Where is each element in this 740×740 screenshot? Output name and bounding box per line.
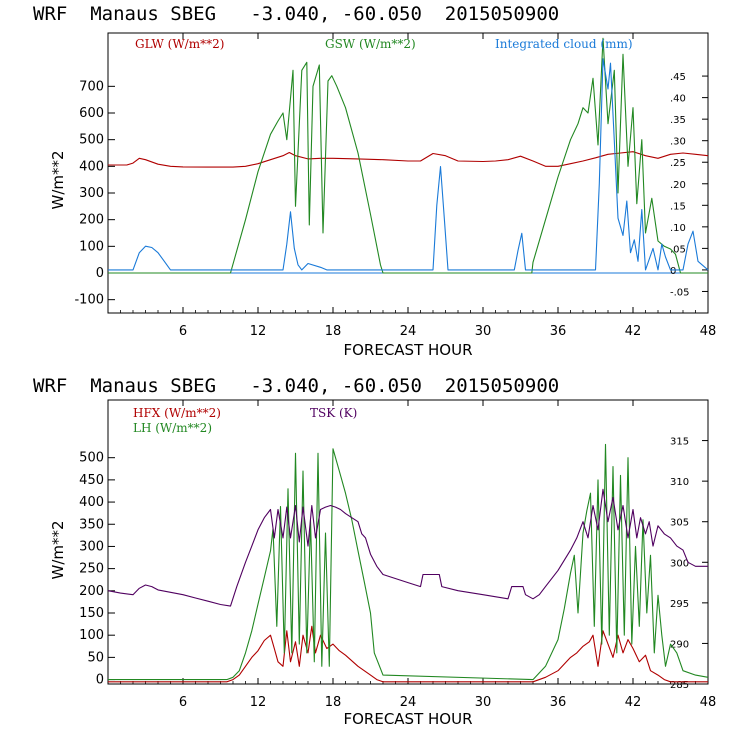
bottom-x-tick-label: 36 <box>550 695 567 710</box>
series-line-gsw <box>108 37 708 274</box>
top-x-tick-label: 12 <box>250 324 267 339</box>
bottom-right-tick-label: 290 <box>670 639 689 650</box>
bottom-y-tick-label: 100 <box>79 628 104 643</box>
bottom-series-group <box>107 443 709 683</box>
top-right-ticks: -.05 0 .05 .10 .15 .20 .25 .30 .35 .40 .45 <box>670 72 708 298</box>
top-right-tick-label: .40 <box>670 94 686 105</box>
legend-hfx: HFX (W/m**2) <box>133 406 221 420</box>
series-line-glw <box>108 151 709 168</box>
bottom-x-tick-label: 18 <box>325 695 342 710</box>
bottom-x-tick-label: 48 <box>700 695 717 710</box>
bottom-x-tick-label: 30 <box>475 695 492 710</box>
top-chart-title: WRF Manaus SBEG -3.040, -60.050 20150509… <box>33 3 559 25</box>
bottom-y-tick-label: 200 <box>79 584 104 599</box>
bottom-left-ticks: 0 50 100 150 200 250 300 350 400 450 500 <box>79 451 115 688</box>
top-y-tick-label: -100 <box>74 293 104 308</box>
bottom-chart-title: WRF Manaus SBEG -3.040, -60.050 20150509… <box>33 375 559 397</box>
bottom-right-tick-label: 315 <box>670 437 689 448</box>
top-y-tick-label: 0 <box>96 266 104 281</box>
bottom-y-tick-label: 500 <box>79 451 104 466</box>
bottom-x-axis-label: FORECAST HOUR <box>343 710 472 728</box>
top-x-tick-label: 24 <box>400 324 417 339</box>
top-series-group <box>108 37 709 274</box>
top-x-ticks: 6 12 18 24 30 36 42 48 <box>107 33 717 339</box>
top-y-tick-label: 700 <box>79 79 104 94</box>
bottom-y-tick-label: 150 <box>79 606 104 621</box>
bottom-y-tick-label: 450 <box>79 473 104 488</box>
top-right-tick-label: .35 <box>670 115 686 126</box>
bottom-right-tick-label: 300 <box>670 558 689 569</box>
series-line-integrated-cloud <box>108 58 709 271</box>
top-y-tick-label: 300 <box>79 186 104 201</box>
top-x-tick-label: 48 <box>700 324 717 339</box>
bottom-y-tick-label: 350 <box>79 517 104 532</box>
legend-gsw: GSW (W/m**2) <box>325 37 416 51</box>
top-x-tick-label: 18 <box>325 324 342 339</box>
top-y-tick-label: 600 <box>79 106 104 121</box>
top-right-tick-label: .10 <box>670 223 686 234</box>
bottom-y-tick-label: 400 <box>79 495 104 510</box>
bottom-x-tick-label: 24 <box>400 695 417 710</box>
top-y-tick-label: 400 <box>79 159 104 174</box>
top-x-tick-label: 30 <box>475 324 492 339</box>
top-right-tick-label: -.05 <box>670 287 690 298</box>
top-y-tick-label: 500 <box>79 133 104 148</box>
top-right-tick-label: .20 <box>670 180 686 191</box>
bottom-x-tick-label: 12 <box>250 695 267 710</box>
legend-tsk: TSK (K) <box>310 406 357 420</box>
bottom-right-tick-label: 295 <box>670 599 689 610</box>
top-x-tick-label: 6 <box>179 324 187 339</box>
top-right-tick-label: .15 <box>670 201 686 212</box>
bottom-right-tick-label: 305 <box>670 518 689 529</box>
top-x-tick-label: 36 <box>550 324 567 339</box>
bottom-right-tick-label: 310 <box>670 477 689 488</box>
series-line-tsk <box>107 488 708 607</box>
legend-integrated-cloud: Integrated cloud (mm) <box>495 37 633 51</box>
bottom-chart-panel: WRF Manaus SBEG -3.040, -60.050 20150509… <box>33 375 716 728</box>
top-right-tick-label: .05 <box>670 244 686 255</box>
series-line-lh <box>108 443 709 681</box>
top-y-tick-label: 200 <box>79 213 104 228</box>
bottom-y-tick-label: 250 <box>79 562 104 577</box>
bottom-right-ticks: 285 290 295 300 305 310 315 <box>670 437 708 691</box>
top-x-tick-label: 42 <box>625 324 642 339</box>
bottom-x-tick-label: 6 <box>179 695 187 710</box>
bottom-y-tick-label: 300 <box>79 539 104 554</box>
bottom-x-tick-label: 42 <box>625 695 642 710</box>
legend-glw: GLW (W/m**2) <box>135 37 224 51</box>
bottom-x-ticks: 6 12 18 24 30 36 42 48 <box>107 400 717 710</box>
bottom-y-tick-label: 0 <box>96 673 104 688</box>
legend-lh: LH (W/m**2) <box>133 421 212 435</box>
top-right-tick-label: .25 <box>670 158 686 169</box>
top-chart-panel: WRF Manaus SBEG -3.040, -60.050 20150509… <box>33 3 716 359</box>
top-plot-frame <box>107 32 709 314</box>
top-x-axis-label: FORECAST HOUR <box>343 341 472 359</box>
top-y-tick-label: 100 <box>79 239 104 254</box>
bottom-right-tick-label: 285 <box>670 680 689 691</box>
top-right-tick-label: .30 <box>670 137 686 148</box>
bottom-y-axis-label: W/m**2 <box>49 520 67 579</box>
series-line-hfx <box>108 625 708 683</box>
top-right-tick-label: .45 <box>670 72 686 83</box>
bottom-plot-frame <box>107 399 709 685</box>
top-right-tick-label: 0 <box>670 266 676 277</box>
bottom-y-tick-label: 50 <box>87 650 104 665</box>
top-y-axis-label: W/m**2 <box>49 150 67 209</box>
